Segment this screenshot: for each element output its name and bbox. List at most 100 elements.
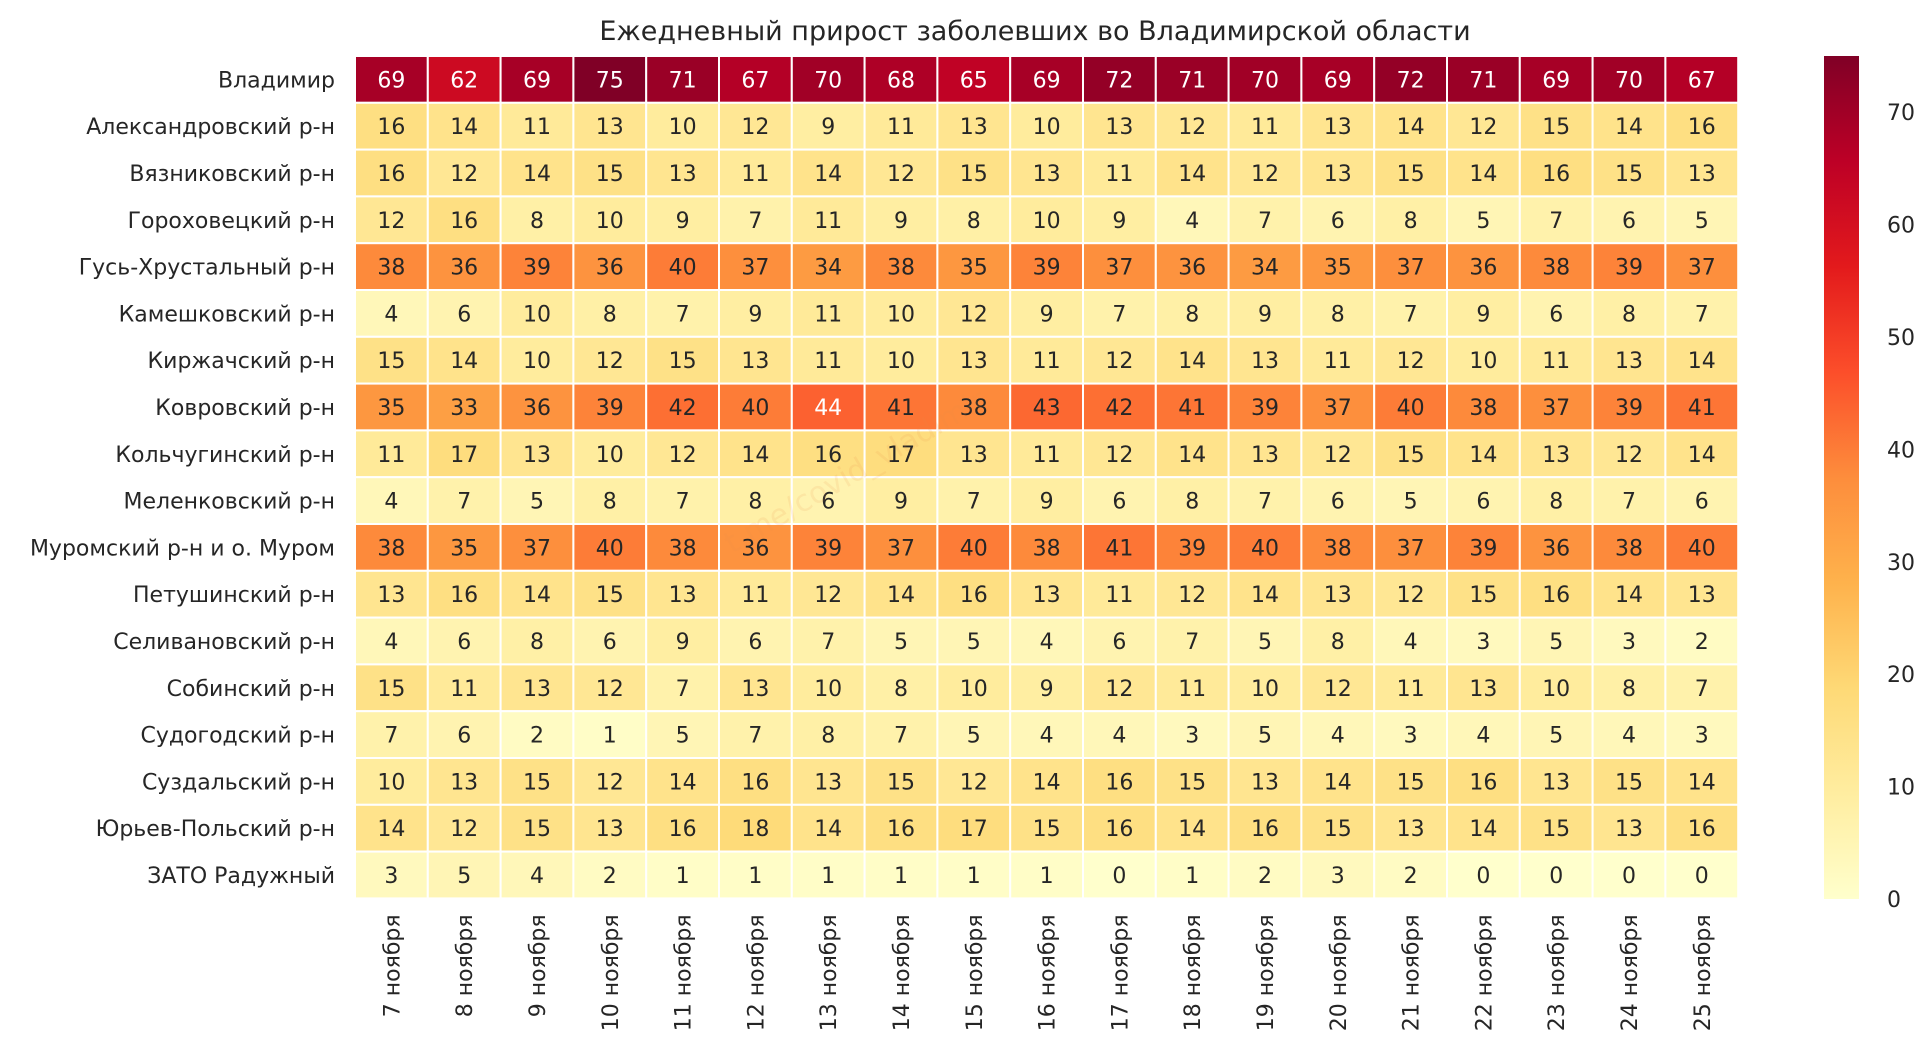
cell-value-label: 5 bbox=[1476, 209, 1490, 234]
heatmap-cell bbox=[1154, 616, 1230, 666]
cell-value-label: 69 bbox=[1324, 68, 1352, 93]
cell-value-label: 38 bbox=[1542, 256, 1570, 281]
cell-value-label: 12 bbox=[377, 209, 405, 234]
colorbar-tick-label: 70 bbox=[1887, 101, 1915, 126]
cell-value-label: 11 bbox=[814, 349, 842, 374]
cell-value-label: 38 bbox=[1469, 396, 1497, 421]
heatmap-cell bbox=[1154, 757, 1230, 806]
heatmap-cell bbox=[936, 289, 1012, 338]
cell-value-label: 15 bbox=[1033, 817, 1061, 842]
cell-value-label: 16 bbox=[377, 115, 405, 140]
heatmap-cell bbox=[863, 101, 939, 151]
cell-value-label: 14 bbox=[1615, 583, 1643, 608]
cell-value-label: 14 bbox=[450, 349, 478, 374]
heatmap-cell bbox=[1009, 195, 1085, 245]
heatmap-cell bbox=[863, 663, 939, 713]
heatmap-cell bbox=[1154, 335, 1230, 385]
row-labels: Владимир Александровский р-н Вязниковский … bbox=[30, 68, 335, 889]
cell-value-label: 11 bbox=[1324, 349, 1352, 374]
cell-value-label: 7 bbox=[1112, 302, 1126, 327]
heatmap-cell bbox=[1227, 757, 1303, 806]
cell-value-label: 11 bbox=[1105, 162, 1133, 187]
column-label: 9 ноября bbox=[526, 914, 551, 1017]
cell-value-label: 6 bbox=[457, 724, 471, 749]
cell-value-label: 37 bbox=[1397, 536, 1425, 561]
heatmap-cell bbox=[1154, 195, 1230, 245]
cell-value-label: 36 bbox=[596, 256, 624, 281]
cell-value-label: 7 bbox=[1258, 209, 1272, 234]
cell-value-label: 1 bbox=[967, 864, 981, 889]
cell-value-label: 71 bbox=[1178, 68, 1206, 93]
cell-value-label: 14 bbox=[1469, 162, 1497, 187]
column-label: 19 ноября bbox=[1254, 914, 1279, 1031]
cell-value-label: 6 bbox=[1622, 209, 1636, 234]
heatmap-cell bbox=[1154, 148, 1230, 198]
cell-value-label: 16 bbox=[887, 817, 915, 842]
cell-value-label: 14 bbox=[1178, 162, 1206, 187]
heatmap-cell bbox=[499, 476, 575, 526]
cell-value-label: 12 bbox=[960, 302, 988, 327]
cell-value-label: 39 bbox=[1251, 396, 1279, 421]
cell-value-label: 13 bbox=[1251, 443, 1279, 468]
heatmap-cell bbox=[645, 803, 721, 853]
heatmap-cell bbox=[1664, 476, 1740, 526]
colorbar-gradient bbox=[1824, 56, 1859, 899]
colorbar-tick-label: 50 bbox=[1887, 326, 1915, 351]
heatmap-cell bbox=[1154, 242, 1230, 291]
cell-value-label: 13 bbox=[1033, 583, 1061, 608]
heatmap-cell bbox=[426, 850, 502, 900]
cell-value-label: 37 bbox=[887, 536, 915, 561]
heatmap-cell bbox=[1518, 335, 1594, 385]
cell-value-label: 8 bbox=[1622, 677, 1636, 702]
heatmap-cell bbox=[1373, 382, 1448, 432]
cell-value-label: 13 bbox=[1324, 162, 1352, 187]
cell-value-label: 4 bbox=[1622, 724, 1636, 749]
heatmap-cell bbox=[572, 148, 648, 198]
cell-value-label: 69 bbox=[523, 68, 551, 93]
cell-value-label: 15 bbox=[596, 583, 624, 608]
cell-value-label: 16 bbox=[960, 583, 988, 608]
cell-value-label: 15 bbox=[1542, 115, 1570, 140]
column-label: 22 ноября bbox=[1472, 914, 1497, 1031]
row-label: Муромский р-н и о. Муром bbox=[30, 536, 335, 561]
cell-value-label: 34 bbox=[1251, 256, 1279, 281]
cell-value-label: 14 bbox=[1251, 583, 1279, 608]
cell-value-label: 14 bbox=[1397, 115, 1425, 140]
cell-value-label: 7 bbox=[1622, 490, 1636, 515]
heatmap-cell bbox=[1446, 55, 1521, 104]
heatmap-cell bbox=[426, 101, 502, 151]
heatmap-cell bbox=[1664, 429, 1740, 479]
cell-value-label: 7 bbox=[384, 724, 398, 749]
heatmap-cell bbox=[572, 195, 648, 245]
heatmap-cell bbox=[1300, 523, 1376, 572]
cell-value-label: 13 bbox=[1615, 349, 1643, 374]
cell-value-label: 9 bbox=[894, 490, 908, 515]
heatmap-cell bbox=[572, 523, 648, 572]
heatmap-cell bbox=[1518, 195, 1594, 245]
cell-value-label: 13 bbox=[960, 349, 988, 374]
cell-value-label: 11 bbox=[741, 162, 769, 187]
heatmap-cell bbox=[572, 476, 648, 526]
heatmap-cell bbox=[426, 242, 502, 291]
column-label: 11 ноября bbox=[672, 914, 697, 1031]
chart-title: Ежедневный прирост заболевших во Владими… bbox=[599, 16, 1470, 47]
row-label: Владимир bbox=[218, 68, 335, 93]
row-label: Меленковский р-н bbox=[124, 490, 335, 515]
heatmap-cell bbox=[1591, 710, 1667, 760]
heatmap-cell bbox=[572, 757, 648, 806]
heatmap-cell bbox=[645, 850, 721, 900]
cell-value-label: 13 bbox=[1542, 443, 1570, 468]
cell-value-label: 10 bbox=[1542, 677, 1570, 702]
colorbar: 0 10 20 30 40 50 60 70 bbox=[1824, 56, 1915, 913]
cell-value-label: 8 bbox=[1331, 302, 1345, 327]
cell-value-label: 14 bbox=[523, 162, 551, 187]
column-label: 12 ноября bbox=[744, 914, 769, 1031]
cell-value-label: 40 bbox=[960, 536, 988, 561]
column-label: 21 ноября bbox=[1400, 914, 1425, 1031]
cell-value-label: 15 bbox=[596, 162, 624, 187]
heatmap-cell bbox=[1227, 616, 1303, 666]
heatmap-cell bbox=[354, 429, 429, 479]
cell-value-label: 8 bbox=[1404, 209, 1418, 234]
cell-value-label: 7 bbox=[457, 490, 471, 515]
heatmap-cell bbox=[936, 242, 1012, 291]
